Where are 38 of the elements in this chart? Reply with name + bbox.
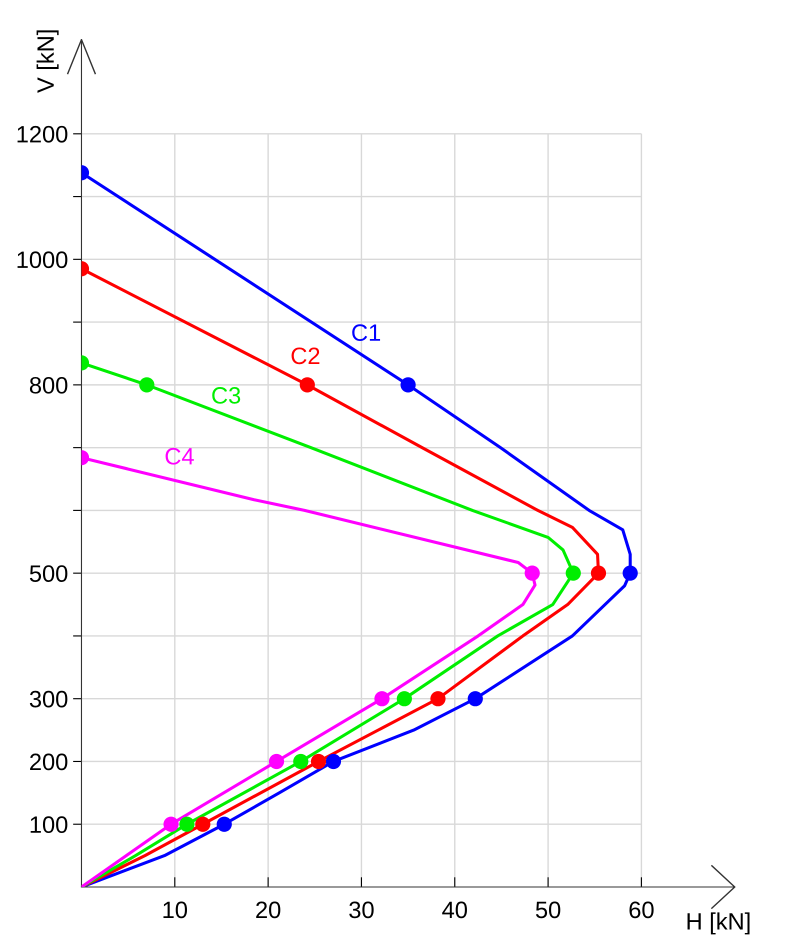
x-tick-label: 20 <box>256 902 280 918</box>
point <box>590 566 606 581</box>
series-label: C4 <box>166 448 194 465</box>
point <box>293 754 308 770</box>
point <box>195 816 210 832</box>
series-label: C1 <box>352 324 380 341</box>
point <box>566 566 581 581</box>
point <box>300 377 315 392</box>
y-tick-label: 800 <box>30 376 68 394</box>
point <box>468 691 483 706</box>
point <box>396 691 412 706</box>
point <box>268 754 284 770</box>
point <box>310 754 326 770</box>
point <box>326 754 342 770</box>
point <box>524 566 540 581</box>
x-tick-label: 30 <box>349 902 374 918</box>
point <box>179 816 195 832</box>
x-tick-label: 10 <box>163 902 188 918</box>
point <box>400 377 416 392</box>
series-label: C3 <box>212 387 240 404</box>
point <box>163 816 179 832</box>
y-axis-title: V [kN] <box>36 30 59 93</box>
point <box>622 566 638 581</box>
y-tick-label: 100 <box>30 816 68 834</box>
point <box>374 691 390 706</box>
x-axis-title: H [kN] <box>688 912 750 934</box>
point <box>139 377 154 392</box>
y-tick-label: 1000 <box>18 251 68 268</box>
point <box>430 691 446 706</box>
y-tick-label: 1200 <box>18 126 68 143</box>
series-label: C2 <box>292 348 320 364</box>
y-tick-label: 500 <box>30 565 68 582</box>
x-tick-label: 50 <box>536 902 560 918</box>
point <box>216 816 232 832</box>
y-tick-label: 200 <box>30 754 68 770</box>
x-tick-label: 40 <box>442 902 467 918</box>
y-tick-label: 300 <box>30 690 68 708</box>
x-tick-label: 60 <box>629 902 654 918</box>
